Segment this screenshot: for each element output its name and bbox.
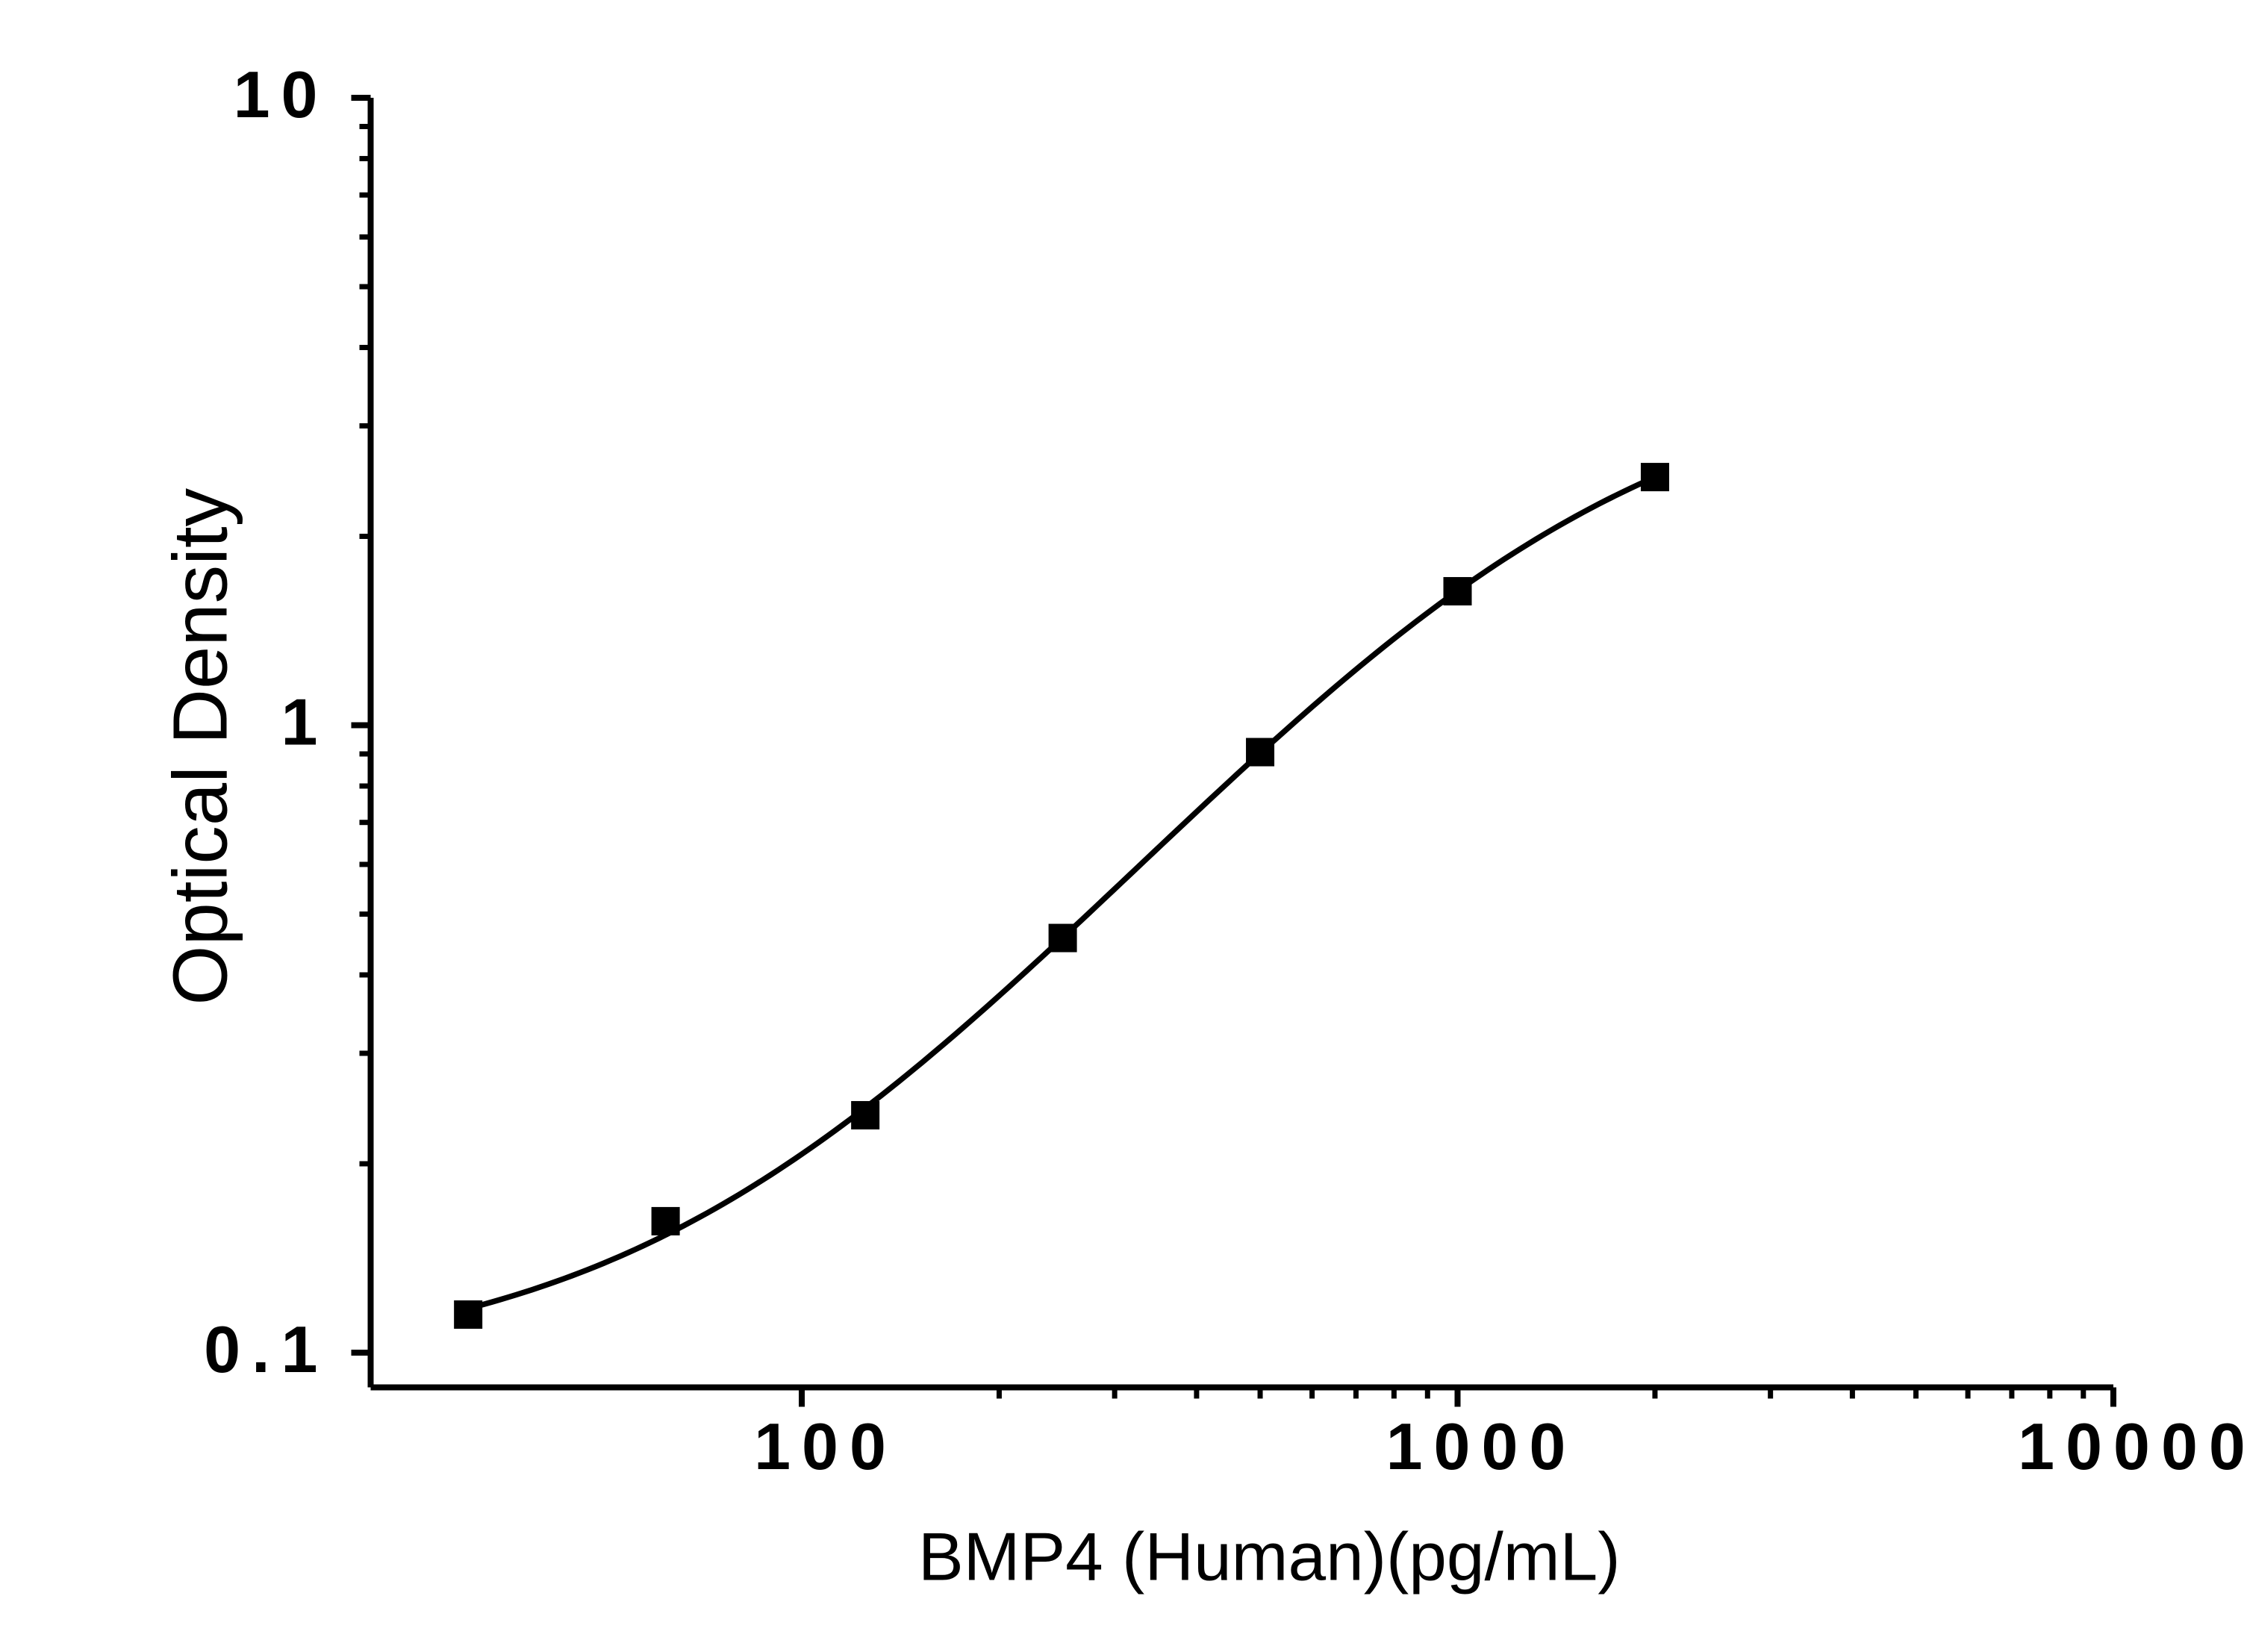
- svg-text:1: 1: [281, 685, 329, 759]
- svg-text:0.1: 0.1: [204, 1312, 328, 1386]
- svg-text:10: 10: [234, 57, 329, 131]
- svg-text:1000: 1000: [1386, 1409, 1577, 1483]
- svg-text:10000: 10000: [2018, 1409, 2244, 1483]
- svg-text:100: 100: [754, 1409, 897, 1483]
- svg-text:Optical Density: Optical Density: [158, 487, 243, 1005]
- svg-text:BMP4 (Human)(pg/mL): BMP4 (Human)(pg/mL): [918, 1520, 1621, 1595]
